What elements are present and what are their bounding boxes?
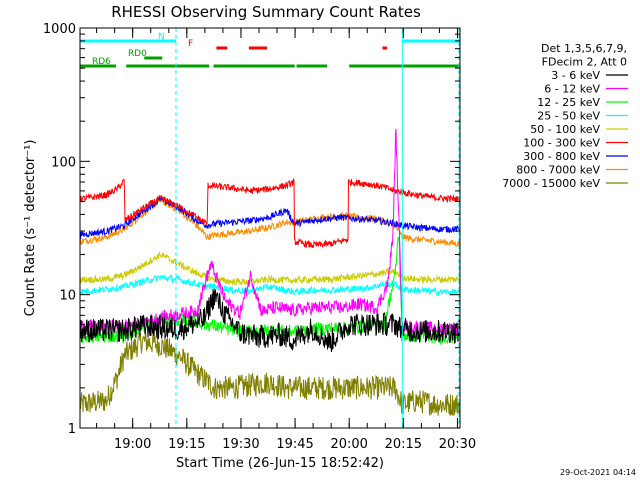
series-300-800-kev-line [79, 195, 461, 240]
x-tick-label: 19:00 [114, 437, 151, 452]
x-tick-label: 20:00 [330, 437, 367, 452]
legend-entry-label: 6 - 12 keV [544, 83, 600, 96]
flag-rd0-segment [144, 56, 163, 60]
legend-entry-label: 25 - 50 keV [537, 110, 600, 123]
flag-n-segment [402, 39, 460, 43]
x-tick-label: 20:15 [385, 437, 422, 452]
y-tick-label: 100 [51, 155, 76, 170]
x-tick-label: 19:30 [222, 437, 259, 452]
legend-entry-label: 3 - 6 keV [551, 69, 600, 82]
y-tick-label: 1 [68, 422, 76, 437]
markers-layer [79, 28, 460, 428]
series-6-12-kev-line [79, 128, 461, 336]
y-tick-label: 1000 [43, 22, 76, 37]
flag-f-segment [216, 46, 228, 50]
legend-entry-label: 300 - 800 keV [523, 150, 600, 163]
legend-entry-label: 12 - 25 keV [537, 96, 600, 109]
flag-n-label: N [158, 32, 165, 42]
series-layer [79, 128, 461, 417]
series-800-7000-kev-line [79, 196, 461, 247]
y-tick-label: 10 [59, 289, 76, 304]
series-3-6-kev-line [79, 288, 461, 352]
legend-entry-label: 800 - 7000 keV [516, 164, 600, 177]
flag-rd6-segment [349, 64, 460, 68]
axes-layer: 1 10 100 1000 19:00 19:15 19:30 19:45 20:00 20:15… [43, 22, 476, 452]
legend-entry-label: 7000 - 15000 keV [502, 177, 600, 190]
series-100-300-kev-line [79, 177, 461, 249]
series-7000-15000-kev-line [79, 331, 461, 417]
flag-f-segment [248, 46, 267, 50]
flag-rd6-segment [213, 64, 295, 68]
series-25-50-kev-line [79, 274, 461, 297]
x-axis-label: Start Time (26-Jun-15 18:52:42) [176, 456, 384, 471]
legend: Det 1,3,5,6,7,9,FDecim 2, Att 03 - 6 keV… [502, 42, 628, 190]
legend-entry-label: 50 - 100 keV [530, 123, 600, 136]
flag-rd6-label: RD6 [92, 57, 111, 67]
legend-header-line: FDecim 2, Att 0 [542, 56, 627, 69]
flag-n-segment [80, 39, 176, 43]
timestamp: 29-Oct-2021 04:14 [560, 468, 636, 477]
flag-f-label: F [188, 39, 193, 49]
flag-rd0-label: RD0 [128, 49, 147, 59]
series-50-100-kev-line [79, 251, 461, 286]
legend-header-line: Det 1,3,5,6,7,9, [541, 42, 627, 55]
chart-title: RHESSI Observing Summary Count Rates [111, 3, 421, 21]
x-tick-label: 19:45 [276, 437, 313, 452]
y-axis-label: Count Rate (s⁻¹ detector⁻¹) [23, 140, 38, 317]
flag-rd6-segment [296, 64, 328, 68]
legend-entry-label: 100 - 300 keV [523, 137, 600, 150]
x-tick-label: 19:15 [168, 437, 205, 452]
flag-f-segment [382, 46, 388, 50]
flags-layer: N F RD0 RD6 [80, 32, 460, 68]
flag-rd6-segment [126, 64, 210, 68]
plot-frame [79, 27, 461, 429]
flag-rd6-segment [80, 64, 117, 68]
x-tick-label: 20:30 [439, 437, 476, 452]
